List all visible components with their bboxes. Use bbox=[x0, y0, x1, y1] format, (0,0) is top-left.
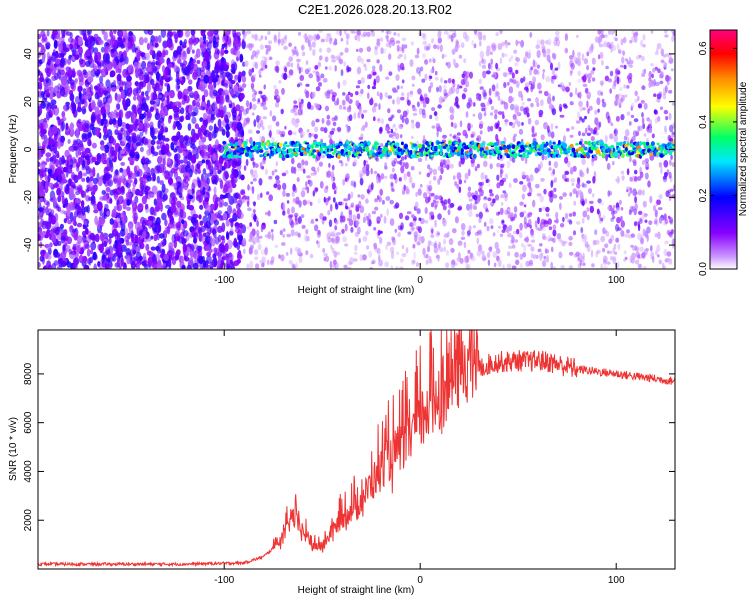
colorbar-gradient bbox=[710, 30, 737, 269]
y-tick-label: 2000 bbox=[23, 509, 34, 532]
x-tick-label: -100 bbox=[214, 275, 234, 286]
snr-marks bbox=[38, 330, 675, 568]
y-tick-label: 20 bbox=[23, 96, 34, 108]
snr-series-line bbox=[38, 330, 675, 568]
spectrogram-marks bbox=[38, 30, 675, 269]
snr-frame bbox=[37, 329, 676, 570]
colorbar-tick-label: 0.0 bbox=[698, 262, 709, 276]
colorbar-tick-label: 0.6 bbox=[698, 41, 709, 55]
y-tick-label: 40 bbox=[23, 48, 34, 60]
colorbar-label: Normalized spectral amplitude bbox=[738, 81, 749, 216]
spectrogram-panel: -100 0 100 -40 -20 0 20 40 Height of straight … bbox=[8, 29, 676, 296]
y-tick-label: -20 bbox=[23, 190, 34, 205]
y-tick-label: -40 bbox=[23, 237, 34, 252]
spectrogram-y-ticks: -40 -20 0 20 40 bbox=[23, 48, 675, 252]
snr-y-ticks: 2000 4000 6000 8000 bbox=[23, 362, 675, 531]
colorbar: 0.0 0.2 0.4 0.6 Normalized spectral amplitu… bbox=[698, 29, 749, 276]
figure-title: C2E1.2026.028.20.13.R02 bbox=[298, 2, 452, 17]
y-tick-label: 0 bbox=[23, 146, 34, 152]
x-tick-label: 100 bbox=[608, 275, 625, 286]
snr-x-axis-label: Height of straight line (km) bbox=[298, 585, 415, 596]
y-tick-label: 6000 bbox=[23, 411, 34, 434]
x-tick-label: -100 bbox=[214, 575, 234, 586]
x-tick-label: 0 bbox=[417, 575, 423, 586]
spectrogram-y-axis-label: Frequency (Hz) bbox=[8, 115, 19, 184]
colorbar-tick-label: 0.2 bbox=[698, 188, 709, 202]
y-tick-label: 4000 bbox=[23, 460, 34, 483]
x-tick-label: 0 bbox=[417, 275, 423, 286]
snr-panel: -100 0 100 2000 4000 6000 8000 Height of stra… bbox=[8, 329, 676, 596]
colorbar-frame bbox=[709, 29, 738, 270]
colorbar-ticks: 0.0 0.2 0.4 0.6 bbox=[698, 41, 737, 276]
x-tick-label: 100 bbox=[608, 575, 625, 586]
colorbar-tick-label: 0.4 bbox=[698, 115, 709, 129]
y-tick-label: 8000 bbox=[23, 362, 34, 385]
spectrogram-x-axis-label: Height of straight line (km) bbox=[298, 285, 415, 296]
spectrogram-x-ticks: -100 0 100 bbox=[214, 30, 625, 286]
snr-x-ticks: -100 0 100 bbox=[214, 330, 625, 586]
snr-y-axis-label: SNR (10 * v/v) bbox=[8, 417, 19, 481]
